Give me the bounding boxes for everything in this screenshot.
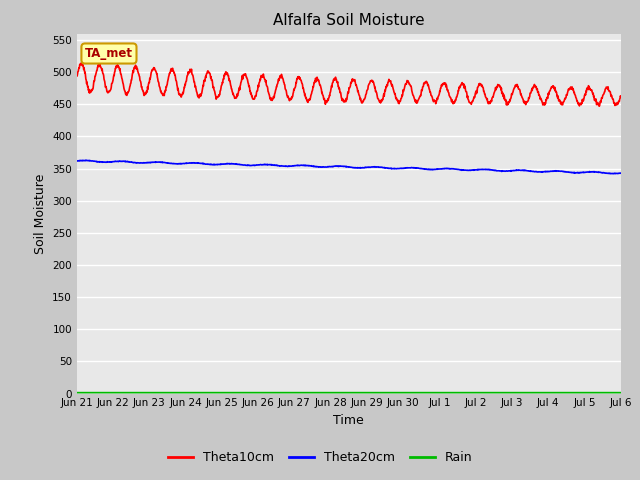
Theta20cm — [610, 171, 618, 177]
X-axis label: Time: Time — [333, 414, 364, 427]
Theta10cm — [325, 95, 333, 100]
Theta10cm — [617, 94, 625, 100]
Theta20cm — [304, 163, 312, 168]
Theta20cm — [383, 165, 390, 171]
Theta10cm — [304, 99, 312, 105]
Theta20cm — [83, 157, 90, 163]
Text: TA_met: TA_met — [85, 47, 133, 60]
Theta10cm — [316, 80, 323, 85]
Theta10cm — [383, 83, 390, 88]
Rain — [115, 390, 123, 396]
Line: Theta10cm: Theta10cm — [77, 63, 621, 106]
Legend: Theta10cm, Theta20cm, Rain: Theta10cm, Theta20cm, Rain — [163, 446, 477, 469]
Theta10cm — [77, 60, 85, 66]
Theta20cm — [325, 164, 333, 169]
Rain — [315, 390, 323, 396]
Theta20cm — [617, 170, 625, 176]
Theta20cm — [316, 164, 323, 170]
Rain — [304, 390, 312, 396]
Theta10cm — [115, 66, 123, 72]
Rain — [383, 390, 390, 396]
Title: Alfalfa Soil Moisture: Alfalfa Soil Moisture — [273, 13, 424, 28]
Rain — [73, 390, 81, 396]
Theta20cm — [138, 160, 145, 166]
Y-axis label: Soil Moisture: Soil Moisture — [34, 173, 47, 254]
Line: Theta20cm: Theta20cm — [77, 160, 621, 174]
Rain — [137, 390, 145, 396]
Theta10cm — [596, 103, 604, 109]
Theta10cm — [138, 84, 145, 90]
Rain — [325, 390, 333, 396]
Theta20cm — [115, 158, 123, 164]
Rain — [617, 390, 625, 396]
Theta10cm — [73, 73, 81, 79]
Theta20cm — [73, 158, 81, 164]
